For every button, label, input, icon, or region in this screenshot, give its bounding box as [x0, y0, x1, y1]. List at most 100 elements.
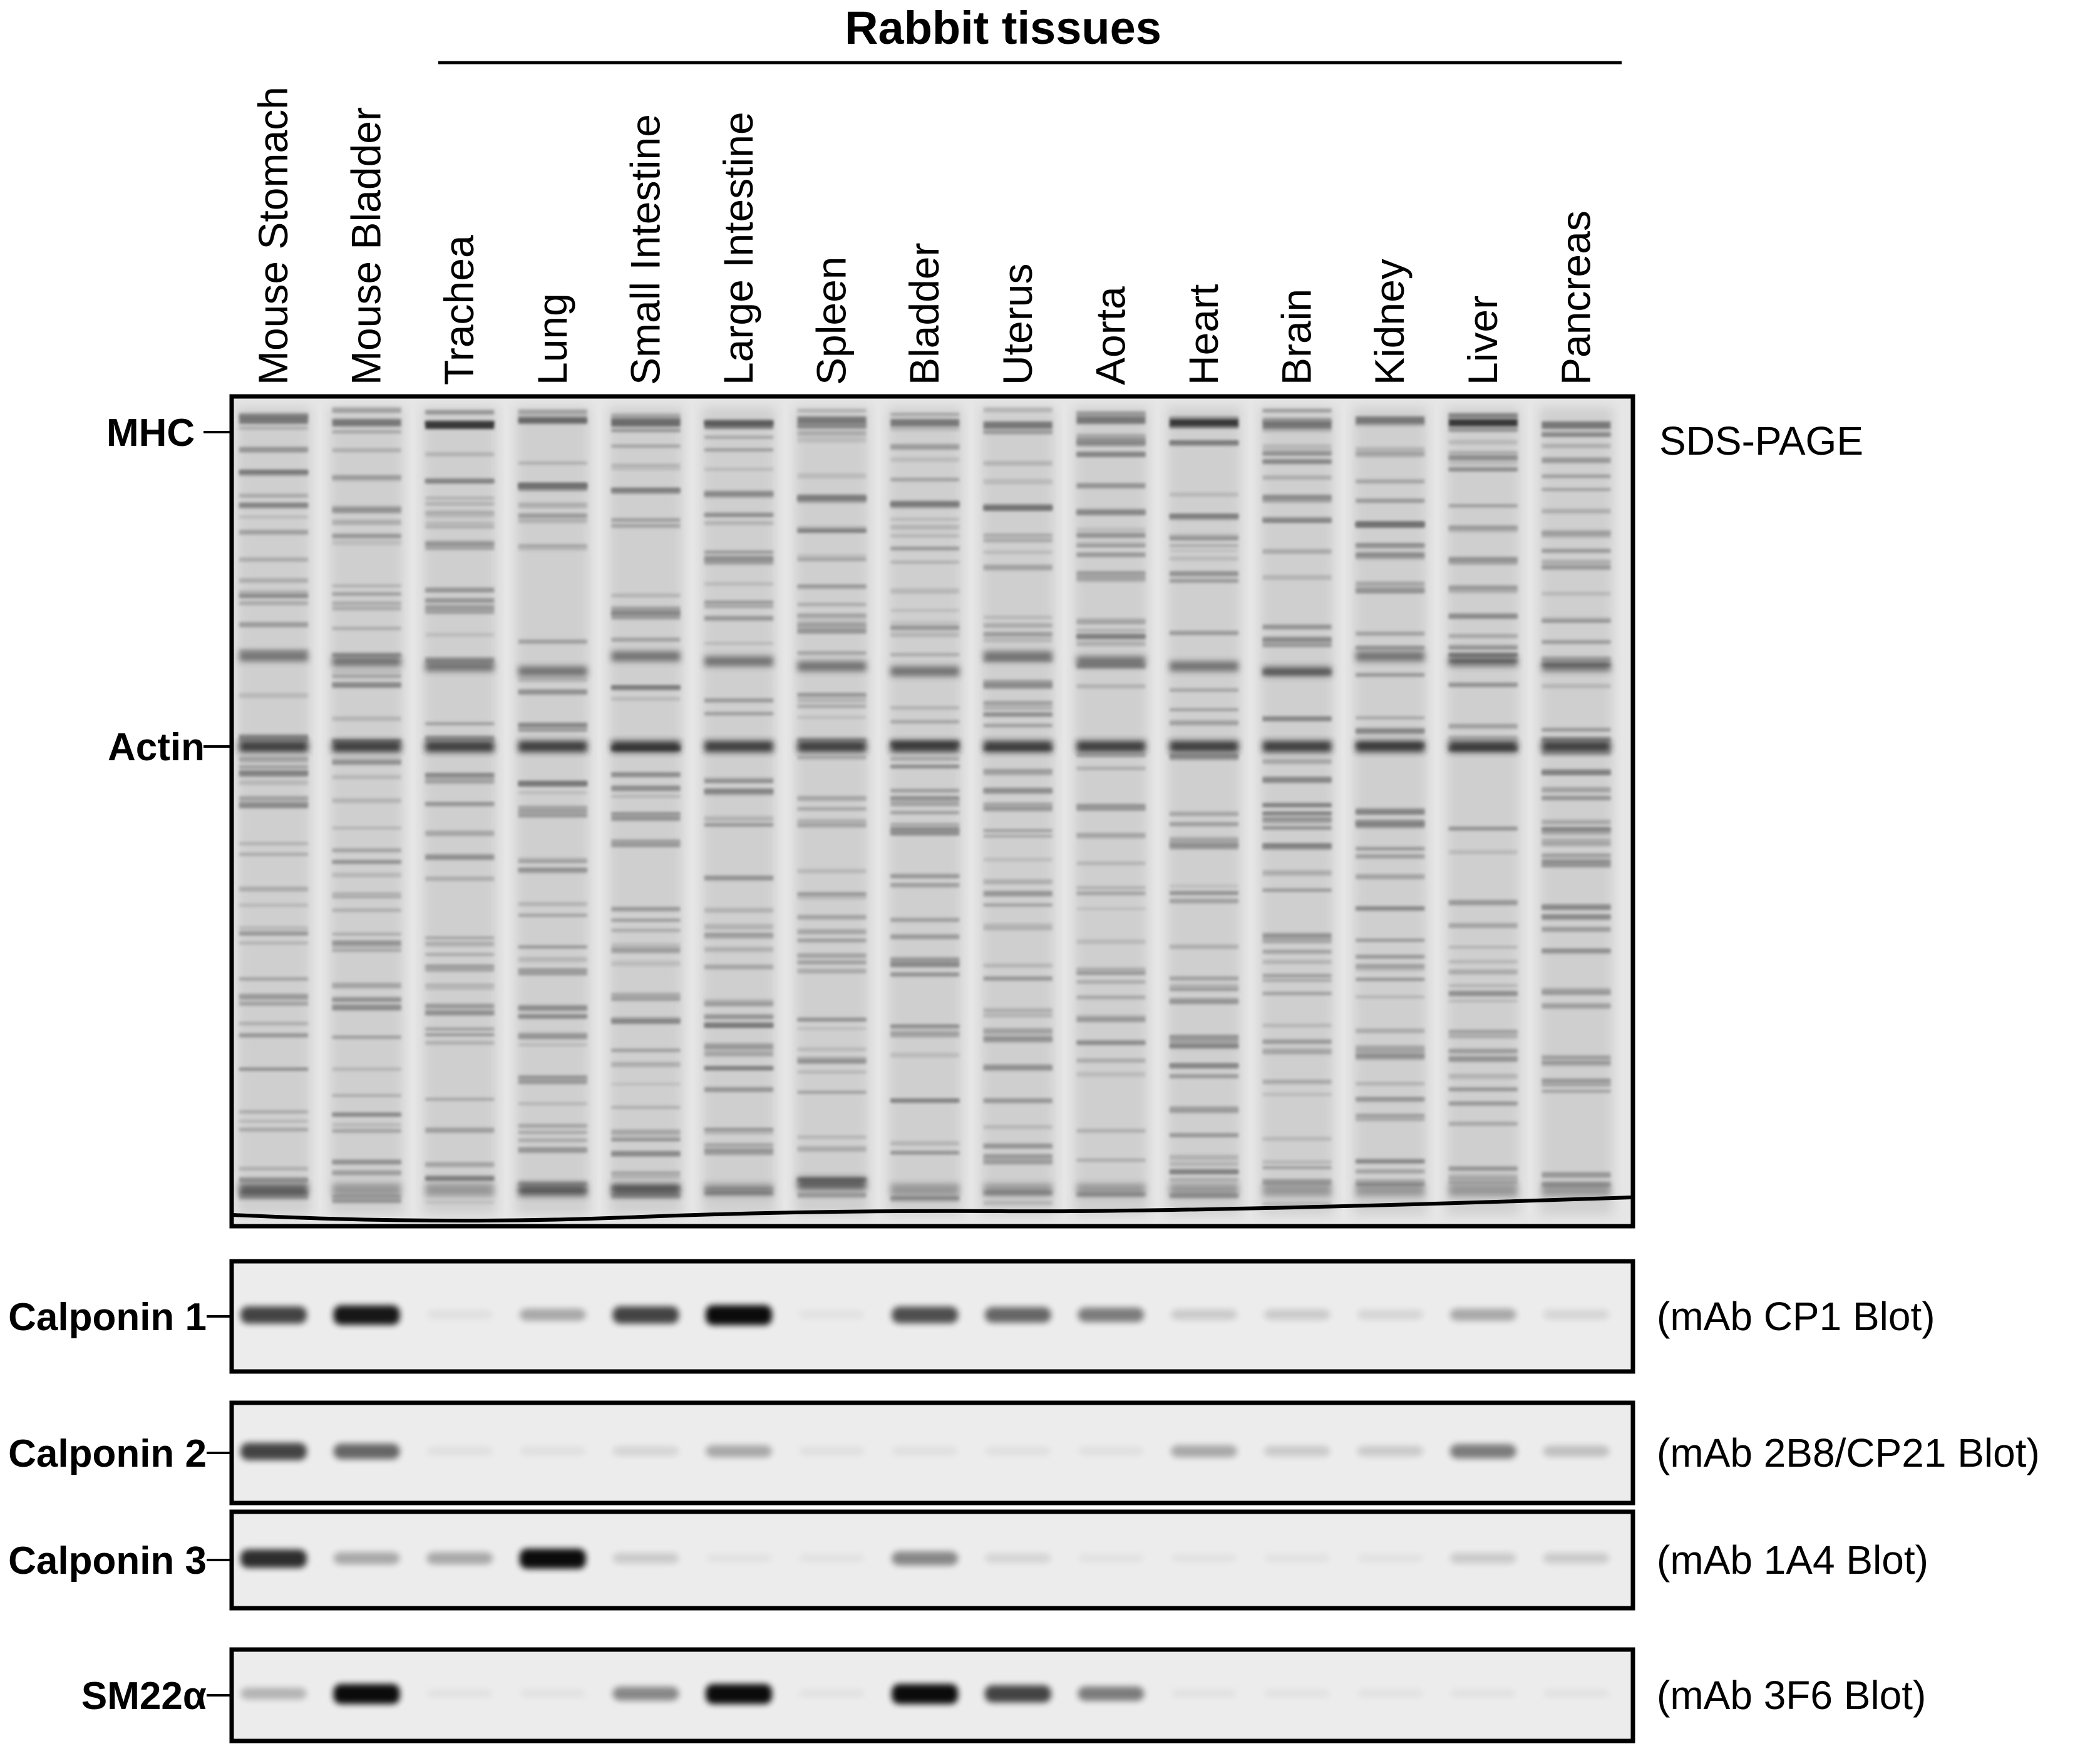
gel-band	[797, 622, 867, 629]
gel-band	[797, 554, 867, 558]
gel-band	[1170, 976, 1238, 981]
gel-band	[704, 616, 773, 621]
gel-band	[983, 539, 1053, 543]
gel-band	[518, 1079, 587, 1085]
gel-band	[1262, 825, 1332, 830]
gel-band	[1076, 1072, 1146, 1077]
gel-band	[704, 521, 773, 525]
gel-band	[239, 852, 308, 856]
gel-band	[1542, 617, 1611, 622]
gel-band	[425, 502, 495, 506]
gel-band	[425, 936, 495, 939]
gel-band	[1448, 1177, 1518, 1181]
gel-band	[797, 892, 867, 896]
gel-band	[890, 457, 960, 462]
gel-band	[890, 445, 960, 450]
gel-band	[1170, 1177, 1238, 1182]
gel-band	[1262, 1079, 1332, 1084]
gel-band	[1542, 838, 1611, 843]
gel-band	[611, 444, 681, 448]
gel-band	[425, 1127, 495, 1133]
blot-band-mouse-bladder	[333, 1552, 400, 1564]
gel-band	[332, 508, 401, 514]
gel-band	[1170, 661, 1238, 671]
gel-band	[611, 843, 681, 847]
gel-band	[1448, 960, 1518, 964]
gel-band	[611, 518, 681, 522]
gel-band	[1448, 1077, 1518, 1080]
gel-band	[797, 613, 867, 617]
gel-band	[1262, 777, 1332, 783]
blot-marker-label-1: Calponin 1	[8, 1296, 207, 1339]
gel-band	[239, 413, 308, 418]
gel-band	[797, 586, 867, 589]
gel-band-mhc	[1542, 421, 1611, 429]
gel-band	[239, 757, 308, 761]
gel-band	[1448, 683, 1518, 687]
gel-band	[518, 791, 587, 794]
gel-band	[797, 693, 867, 697]
gel-band	[797, 1056, 867, 1060]
gel-band	[1262, 758, 1332, 764]
gel-band-mhc	[797, 416, 867, 424]
gel-band	[332, 1004, 401, 1008]
gel-band	[1356, 1028, 1425, 1033]
gel-band	[332, 475, 401, 479]
gel-band	[1170, 844, 1238, 850]
gel-band	[239, 557, 308, 562]
gel-band	[1448, 633, 1518, 639]
gel-band	[1542, 904, 1611, 910]
gel-band	[797, 938, 867, 943]
gel-band	[1542, 770, 1611, 775]
gel-band	[983, 679, 1053, 686]
gel-band	[797, 1192, 867, 1198]
gel-band	[983, 536, 1053, 540]
gel-band	[797, 661, 867, 671]
gel-band	[239, 1127, 308, 1132]
gel-band	[518, 544, 587, 548]
gel-band	[797, 436, 867, 443]
gel-band	[1170, 1184, 1238, 1196]
gel-band	[1356, 1179, 1425, 1183]
gel-band-mhc	[518, 416, 587, 424]
gel-band	[704, 698, 773, 703]
gel-band	[239, 426, 308, 430]
gel-band	[1170, 533, 1238, 539]
gel-band	[1262, 888, 1332, 892]
gel-band	[332, 584, 401, 587]
gel-band	[1448, 946, 1518, 949]
gel-band	[1262, 638, 1332, 643]
gel-band	[425, 780, 495, 784]
gel-band	[1170, 813, 1238, 816]
gel-band	[797, 1047, 867, 1051]
gel-band	[983, 615, 1053, 619]
gel-band-actin	[611, 741, 681, 752]
blot-band-kidney	[1357, 1309, 1424, 1320]
blot-band-heart	[1171, 1445, 1237, 1457]
gel-band	[1262, 494, 1332, 499]
gel-band	[890, 560, 960, 564]
gel-band	[704, 1149, 773, 1155]
gel-band	[332, 674, 401, 679]
gel-band	[425, 1098, 495, 1101]
gel-band	[890, 517, 960, 521]
gel-band	[1356, 543, 1425, 546]
gel-band	[1448, 462, 1518, 465]
gel-band	[983, 430, 1053, 435]
gel-band-mhc	[1170, 419, 1238, 426]
gel-band	[332, 872, 401, 878]
gel-band	[1542, 863, 1611, 868]
gel-band	[983, 637, 1053, 643]
gel-band	[1448, 1050, 1518, 1054]
gel-band	[1356, 479, 1425, 483]
gel-band	[797, 584, 867, 587]
gel-band	[797, 961, 867, 965]
lane-label-mouse-stomach: Mouse Stomach	[250, 86, 296, 385]
gel-band	[890, 588, 960, 594]
gel-band	[704, 493, 773, 499]
gel-band	[332, 1172, 401, 1175]
gel-band	[1356, 581, 1425, 586]
gel-band	[1448, 468, 1518, 472]
gel-band	[611, 929, 681, 932]
gel-band	[1170, 571, 1238, 577]
